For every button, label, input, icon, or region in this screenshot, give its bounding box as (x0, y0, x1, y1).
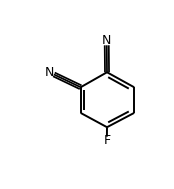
Text: N: N (102, 34, 111, 47)
Text: N: N (45, 66, 54, 79)
Text: F: F (103, 134, 110, 147)
